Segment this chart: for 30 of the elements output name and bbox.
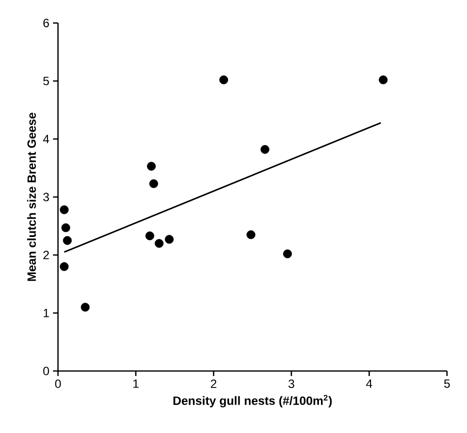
point xyxy=(149,179,158,188)
point xyxy=(164,234,174,244)
point xyxy=(60,262,69,271)
point xyxy=(145,231,154,240)
point xyxy=(154,238,164,248)
point xyxy=(61,223,70,232)
y-tick-label: 3 xyxy=(43,192,49,202)
x-tick-label: 1 xyxy=(133,380,139,388)
point xyxy=(80,302,90,312)
point xyxy=(219,75,228,84)
point xyxy=(62,236,72,245)
y-tick-label: 6 xyxy=(43,18,49,28)
y-tick-label: 1 xyxy=(44,308,49,318)
x-tick-label: 2 xyxy=(210,380,216,388)
point xyxy=(246,230,256,240)
y-tick-label: 2 xyxy=(43,250,49,260)
x-tick-label: 4 xyxy=(366,380,372,388)
x-axis-title: Density gull nests (#/100m$^{2}$) xyxy=(173,394,332,408)
y-tick-label: 0 xyxy=(43,366,50,376)
x-tick-label: 3 xyxy=(288,380,294,388)
point xyxy=(60,205,69,214)
x-tick-label: 5 xyxy=(444,380,450,388)
point xyxy=(283,249,292,258)
y-tick-label: 4 xyxy=(43,134,50,144)
point xyxy=(378,75,388,84)
point xyxy=(146,162,156,171)
point xyxy=(260,145,270,154)
y-tick-label: 5 xyxy=(43,76,49,86)
x-tick-label: 0 xyxy=(55,380,61,388)
y-axis-title: Mean clutch size Brent Geese xyxy=(27,112,36,281)
